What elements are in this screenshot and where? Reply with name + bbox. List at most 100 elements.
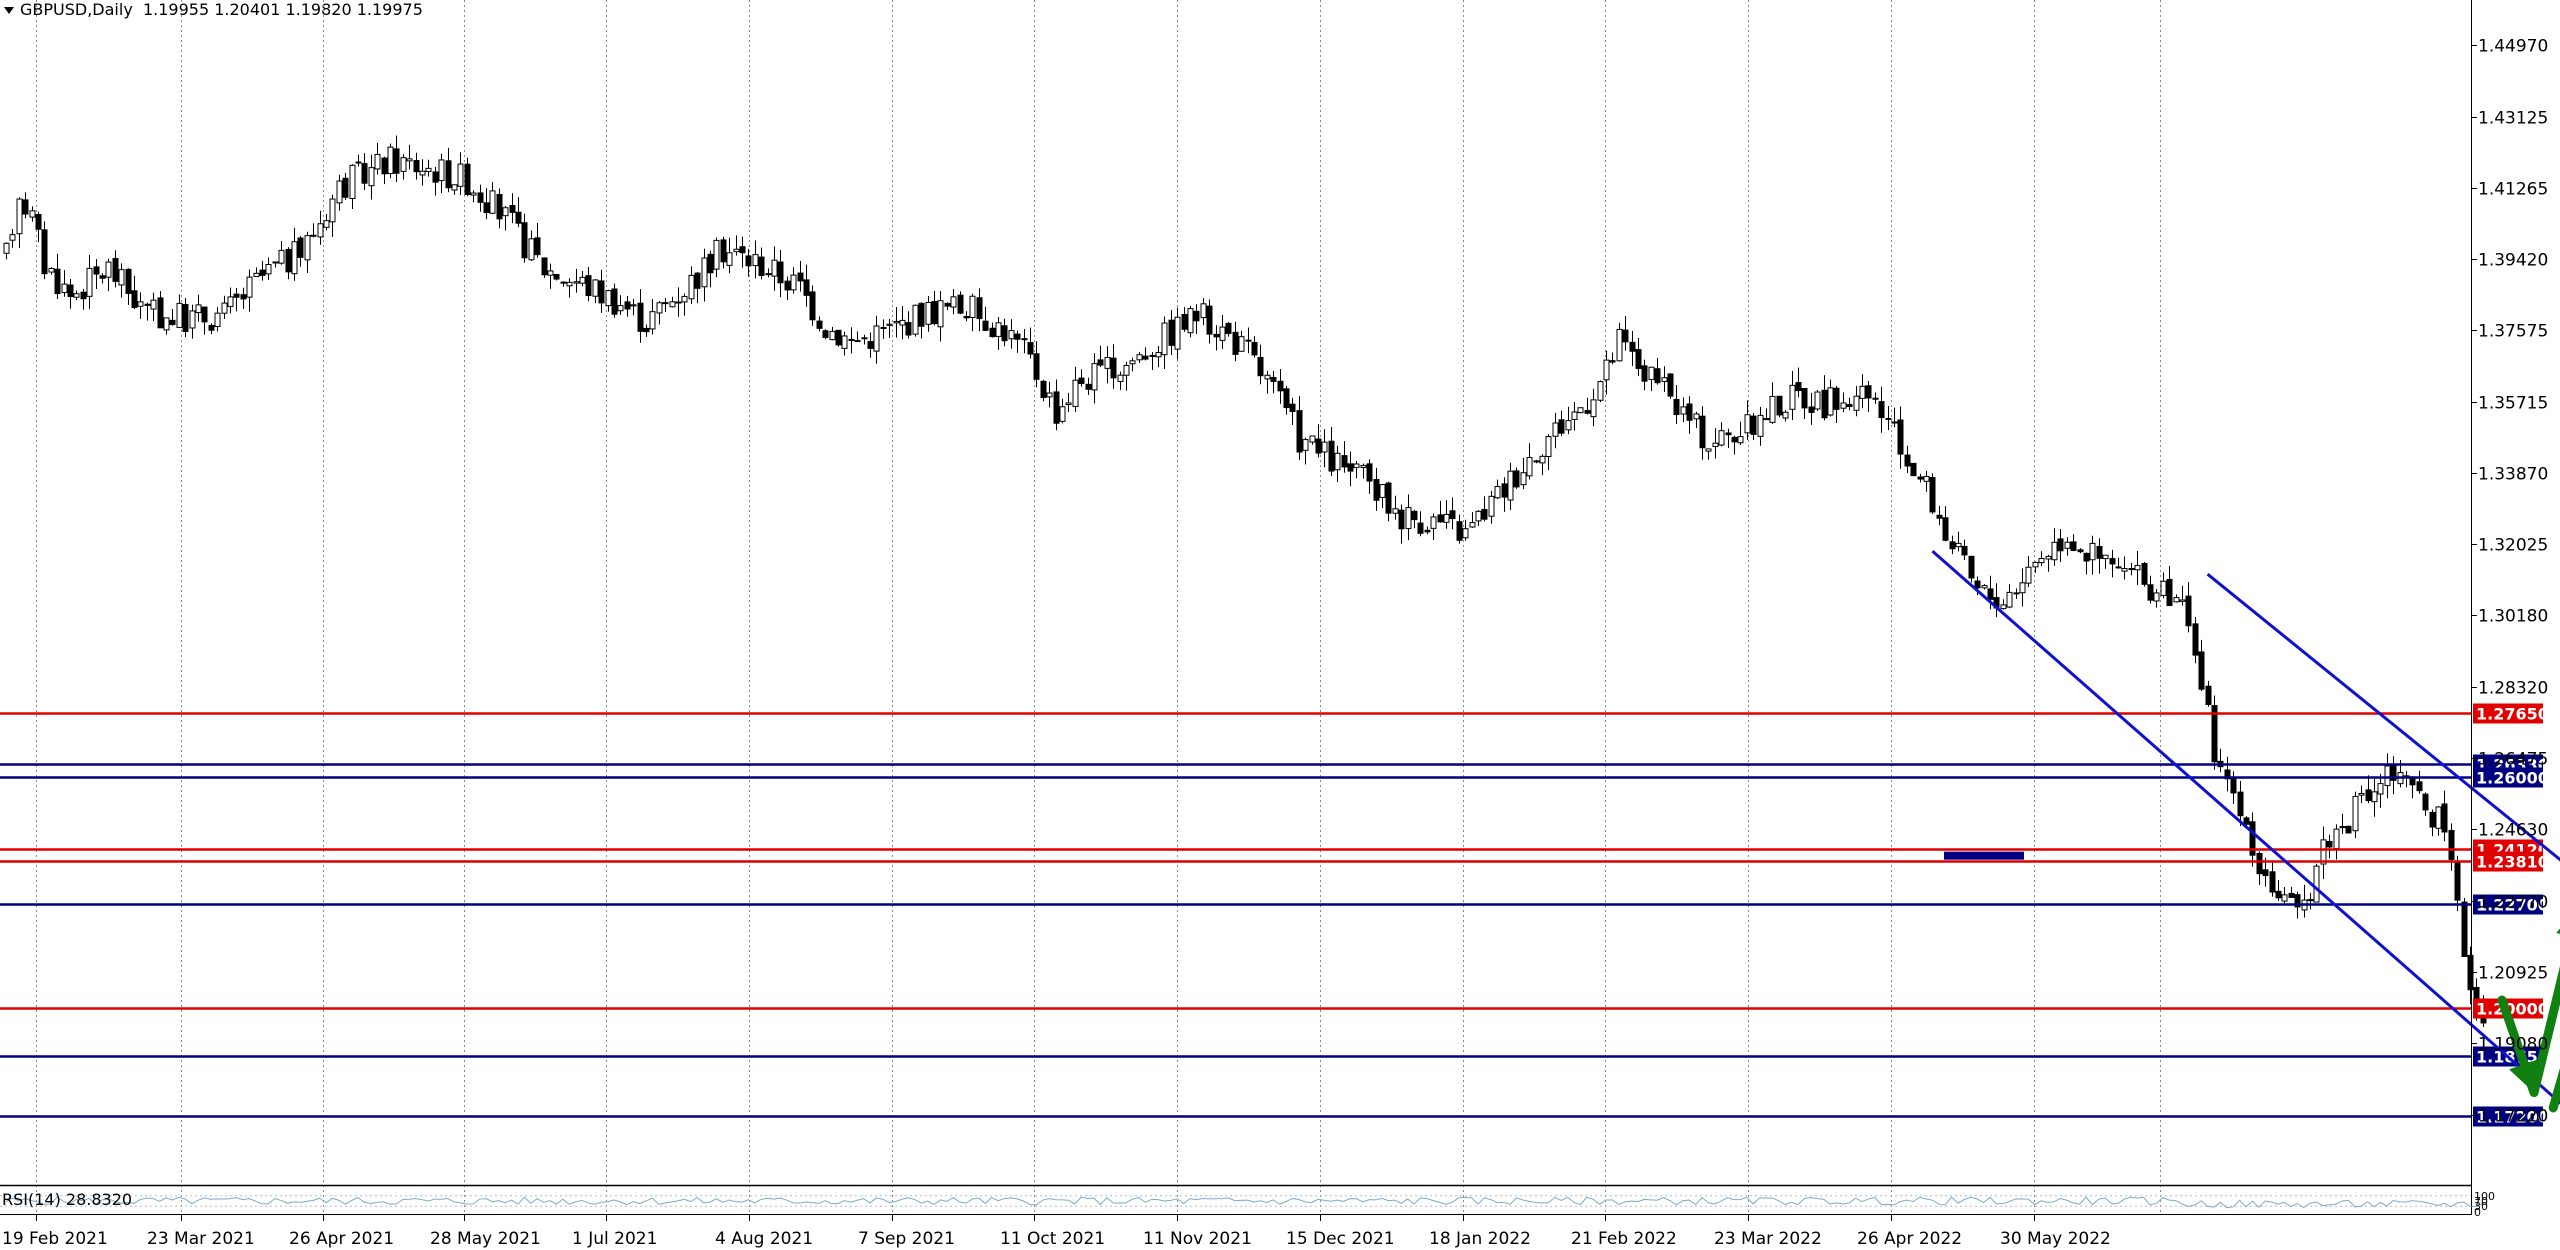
candle-body — [2038, 557, 2045, 564]
price-tag-label: 1.17200 — [2476, 1108, 2549, 1127]
candle-body — [521, 222, 528, 259]
candle-body — [1936, 514, 1943, 519]
y-tick-label: 1.22770 — [2478, 893, 2548, 913]
candle-body — [1520, 472, 1527, 486]
candle-body — [1488, 495, 1495, 517]
x-tick-label: 21 Feb 2022 — [1571, 1229, 1677, 1249]
candle-body — [534, 237, 541, 256]
y-tick-label: 1.17220 — [2478, 1107, 2548, 1127]
candle-body — [221, 302, 228, 314]
candle-body — [1712, 442, 1719, 447]
candle-body — [1014, 333, 1021, 340]
candle-body — [67, 284, 74, 297]
candle-body — [16, 198, 23, 235]
candle-body — [982, 320, 989, 331]
candle-body — [1443, 513, 1450, 523]
x-tick-label: 28 May 2021 — [430, 1229, 541, 1249]
candle-body — [656, 302, 663, 314]
candle-body — [1699, 415, 1706, 449]
candle-body — [1501, 483, 1508, 498]
candle-body — [393, 148, 400, 174]
candle-body — [1769, 395, 1776, 423]
candle-body — [758, 256, 765, 277]
candle-body — [1027, 342, 1034, 355]
candle-body — [560, 281, 567, 284]
candle-body — [1808, 406, 1815, 413]
candle-body — [2019, 582, 2026, 594]
candle-body — [829, 330, 836, 341]
rsi-line — [5, 1196, 2484, 1209]
candle-body — [2275, 890, 2282, 899]
candle-body — [54, 268, 61, 295]
y-tick-label: 1.24630 — [2478, 821, 2548, 841]
candle-body — [1878, 401, 1885, 419]
candle-body — [643, 327, 650, 333]
candle-body — [1865, 385, 1872, 399]
candle-body — [2249, 821, 2256, 856]
candle-body — [317, 223, 324, 238]
candle-body — [233, 293, 240, 298]
candle-body — [1974, 580, 1981, 589]
candle-body — [1059, 406, 1066, 422]
y-tick-label: 1.32025 — [2478, 536, 2548, 556]
candle-body — [131, 290, 138, 308]
candle-body — [1897, 419, 1904, 455]
candle-body — [1904, 454, 1911, 467]
candle-body — [259, 269, 266, 276]
candle-body — [1033, 353, 1040, 380]
candle-body — [1609, 360, 1616, 363]
candle-body — [1123, 364, 1130, 376]
candle-body — [2121, 568, 2128, 572]
candle-body — [1680, 406, 1687, 415]
candle-body — [528, 238, 535, 261]
x-tick-label: 26 Apr 2021 — [289, 1229, 394, 1249]
candle-body — [707, 253, 714, 274]
candle-body — [1366, 463, 1373, 482]
candle-body — [509, 204, 516, 213]
candle-body — [1449, 510, 1456, 520]
candle-body — [1238, 336, 1245, 352]
candle-body — [432, 171, 439, 183]
candle-body — [1981, 585, 1988, 589]
x-tick-label: 26 Apr 2022 — [1857, 1229, 1962, 1249]
candle-body — [2345, 825, 2352, 834]
price-tag-label: 1.18750 — [2476, 1048, 2549, 1067]
candle-body — [1513, 470, 1520, 488]
candle-body — [1494, 486, 1501, 499]
candle-body — [1417, 522, 1424, 534]
horizontal-levels[interactable]: 1.276501.263301.260001.241201.238101.227… — [0, 703, 2549, 1127]
candle-body — [297, 237, 304, 258]
candle-body — [201, 306, 208, 323]
price-tag-label: 1.23810 — [2476, 853, 2549, 872]
candle-body — [797, 272, 804, 282]
candle-body — [1840, 402, 1847, 409]
y-tick-label: 1.35715 — [2478, 394, 2548, 414]
candle-body — [150, 299, 157, 310]
candle-body — [342, 177, 349, 198]
x-tick-label: 23 Mar 2021 — [147, 1229, 255, 1249]
candle-body — [483, 202, 490, 214]
candle-body — [1072, 379, 1079, 407]
candle-body — [1891, 421, 1898, 424]
candle-body — [2128, 568, 2135, 571]
candle-body — [592, 279, 599, 297]
candle-body — [873, 325, 880, 352]
candle-body — [1385, 482, 1392, 514]
candle-body — [771, 259, 778, 277]
candle-body — [3, 242, 10, 254]
projection-arrows[interactable] — [2497, 908, 2560, 1113]
candle-body — [976, 297, 983, 320]
dropdown-arrow-icon[interactable] — [4, 7, 14, 14]
candle-body — [1565, 420, 1572, 431]
candle-body — [2051, 541, 2058, 561]
x-tick-label: 11 Oct 2021 — [1000, 1229, 1105, 1249]
trend-channel[interactable] — [1931, 549, 2560, 1175]
candle-body — [61, 283, 68, 294]
candle-body — [99, 275, 106, 279]
candle-body — [739, 246, 746, 254]
y-tick-label: 1.28320 — [2478, 679, 2548, 699]
candle-body — [1213, 333, 1220, 338]
candle-body — [438, 159, 445, 182]
